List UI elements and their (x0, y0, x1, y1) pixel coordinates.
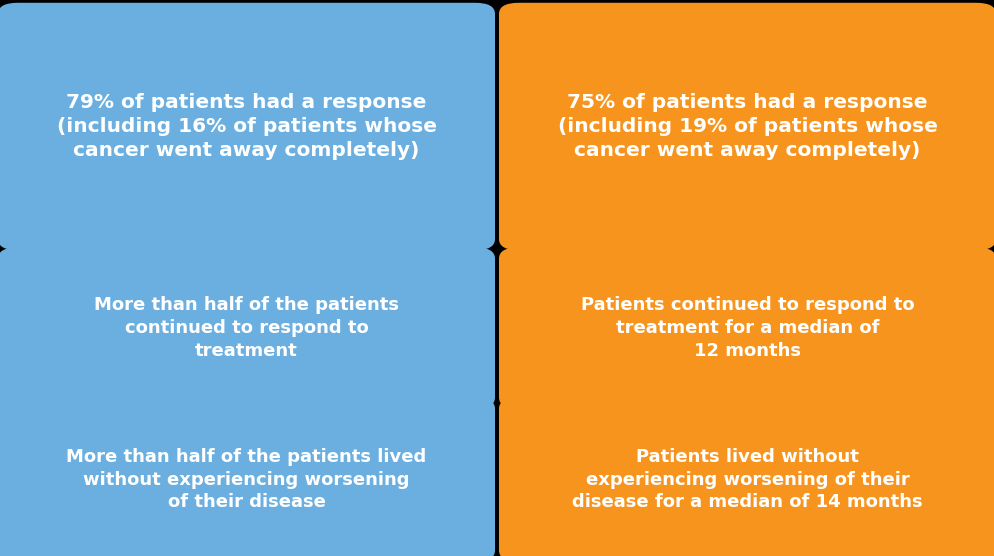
Text: Patients continued to respond to
treatment for a median of
12 months: Patients continued to respond to treatme… (580, 296, 914, 360)
FancyBboxPatch shape (499, 398, 994, 556)
Text: 75% of patients had a response
(including 19% of patients whose
cancer went away: 75% of patients had a response (includin… (558, 93, 937, 160)
FancyBboxPatch shape (0, 247, 495, 409)
FancyBboxPatch shape (0, 3, 495, 250)
FancyBboxPatch shape (0, 398, 495, 556)
FancyBboxPatch shape (499, 247, 994, 409)
Text: 79% of patients had a response
(including 16% of patients whose
cancer went away: 79% of patients had a response (includin… (57, 93, 436, 160)
Text: More than half of the patients
continued to respond to
treatment: More than half of the patients continued… (94, 296, 399, 360)
FancyBboxPatch shape (499, 3, 994, 250)
Text: Patients lived without
experiencing worsening of their
disease for a median of 1: Patients lived without experiencing wors… (573, 448, 922, 512)
Text: More than half of the patients lived
without experiencing worsening
of their dis: More than half of the patients lived wit… (67, 448, 426, 512)
